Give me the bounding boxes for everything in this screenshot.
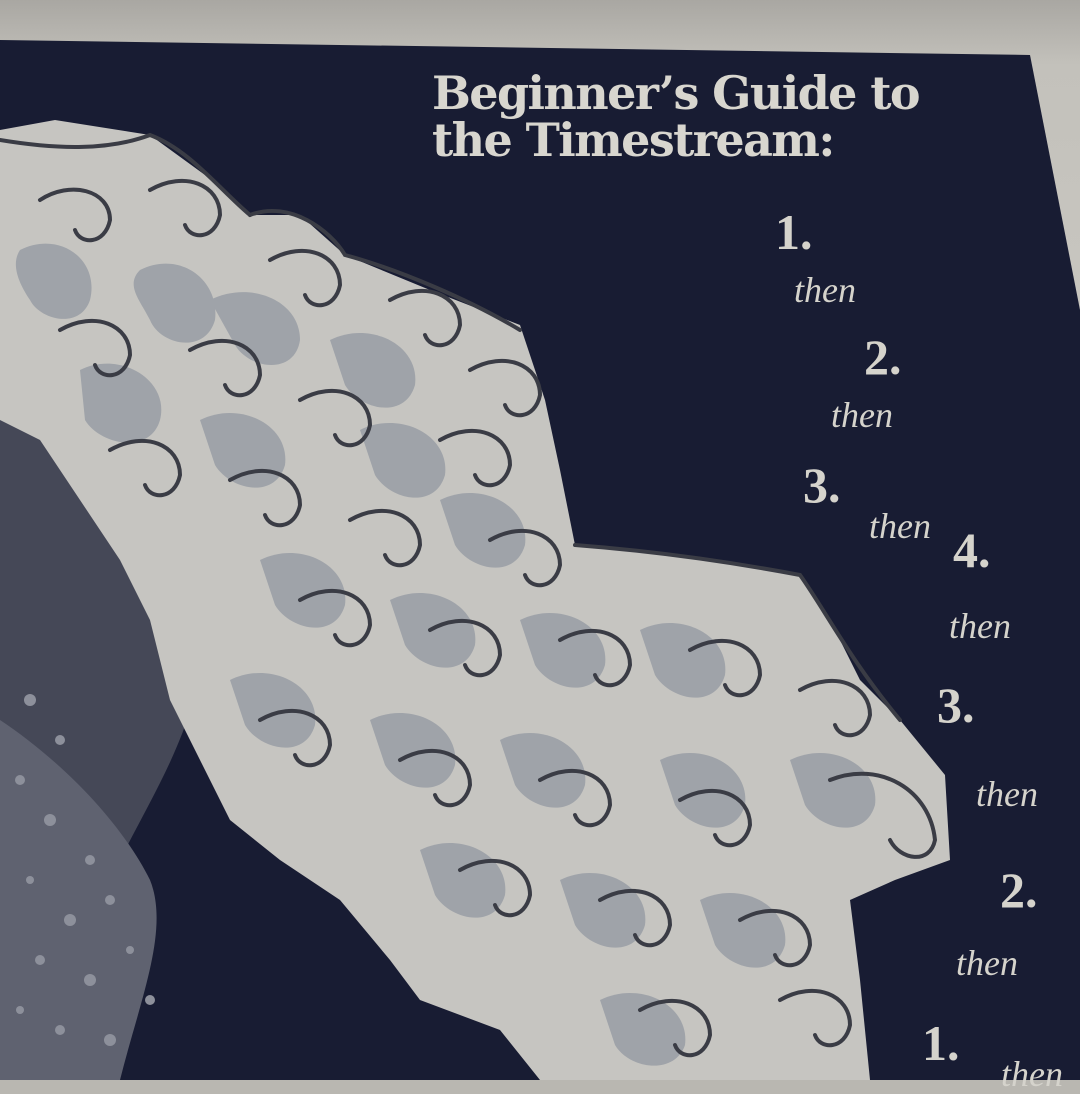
step-number: 2. xyxy=(1000,862,1038,918)
step-number: 2. xyxy=(864,329,902,385)
step-number: 1. xyxy=(922,1015,960,1071)
page-title: Beginner’s Guide to the Timestream: xyxy=(432,66,921,167)
then-connector: then xyxy=(1001,1054,1063,1094)
step-number: 3. xyxy=(937,677,975,733)
then-connector: then xyxy=(976,774,1038,814)
then-connector: then xyxy=(794,270,856,310)
step-number: 4. xyxy=(953,522,991,578)
then-connector: then xyxy=(869,506,931,546)
title-line-2: the Timestream: xyxy=(432,113,835,167)
then-connector: then xyxy=(831,395,893,435)
step-number: 3. xyxy=(803,457,841,513)
then-connector: then xyxy=(949,606,1011,646)
step-number: 1. xyxy=(775,204,813,260)
title-line-1: Beginner’s Guide to xyxy=(432,66,921,120)
then-connector: then xyxy=(956,943,1018,983)
